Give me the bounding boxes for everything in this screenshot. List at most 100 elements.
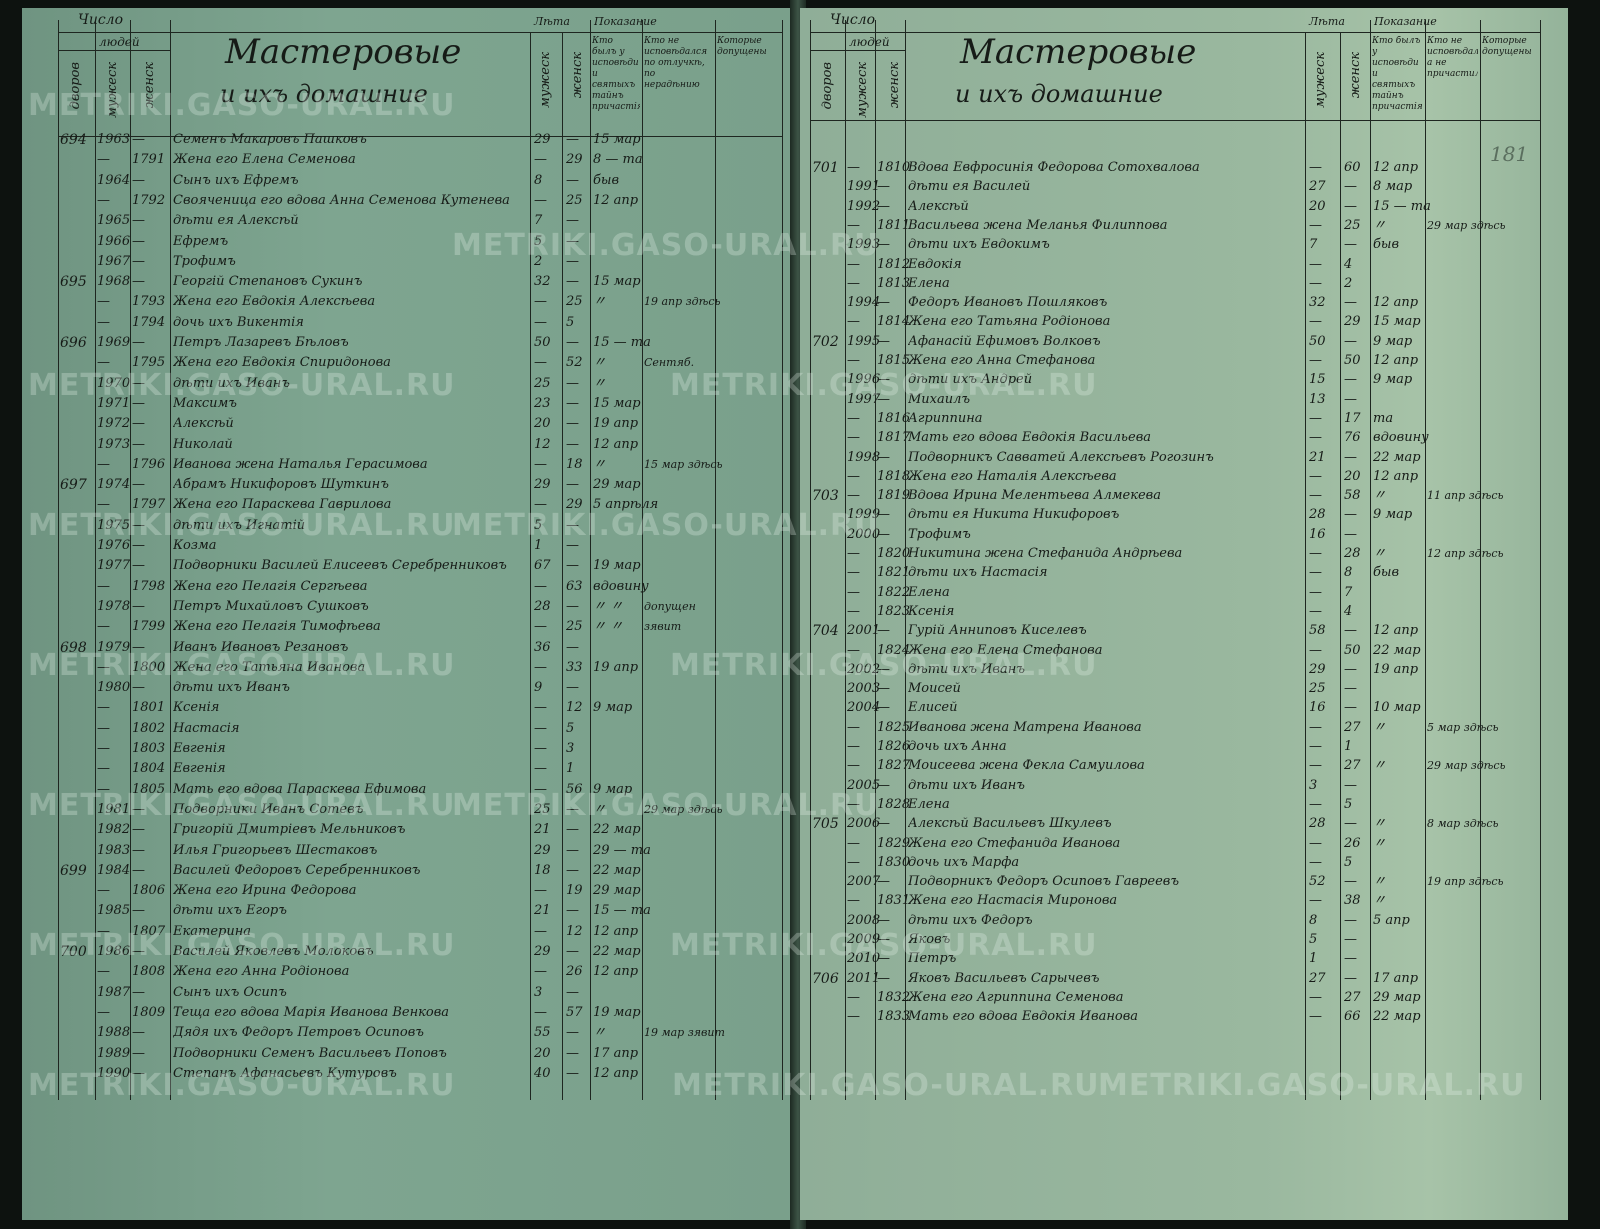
person-name: дѣти ихъ Евдокимъ [908,237,1050,253]
confession-status: вдовину [593,578,649,594]
female-number: 1828 [877,796,911,812]
male-age: 20 [534,416,551,432]
column-divider [642,20,643,1100]
person-name: Жена его Стефанида Иванова [908,835,1121,851]
person-name: Вдова Ирина Мелентьева Алмекева [908,488,1161,504]
female-number: 1814 [877,314,911,330]
person-name: Федоръ Ивановъ Пошляковъ [908,295,1108,311]
female-number: 1809 [132,1004,166,1020]
female-number: 1808 [132,964,166,980]
male-number: — [847,796,860,812]
age-male-label: мужеск [1313,52,1328,108]
female-number: — [132,274,145,290]
female-age: — [566,477,579,493]
male-number: 2000 [847,526,881,542]
female-number: 1797 [132,497,166,513]
confession-status: 22 мар [1373,1009,1421,1025]
male-number: — [847,739,860,754]
note: 29 мар здѣсь [644,802,723,816]
confession-status: 〃 [1373,719,1387,735]
female-age: 25 [566,294,583,310]
female-number: — [132,233,145,249]
male-number: 1979 [97,639,131,655]
person-name: дѣти ихъ Иванъ [173,680,290,696]
male-number: — [847,603,860,619]
female-age: — [566,375,579,391]
female-number: 1805 [132,781,166,797]
female-age: — [566,984,579,1000]
male-number: — [847,430,860,446]
male-number: — [97,578,110,594]
person-name: Афанасій Ефимовъ Волковъ [908,333,1101,349]
table-row: 1967— Трофимъ 2— [22,252,794,272]
households-label: дворов [820,62,835,110]
female-number: 1813 [877,275,911,291]
confession-status: 12 апр [1373,623,1419,639]
male-number: — [97,781,110,797]
female-number: — [877,816,890,832]
female-number: 1831 [877,893,911,909]
female-number: — [132,639,145,655]
confession-status: 9 мар [1373,333,1413,349]
person-name: Жена его Евдокія Алексѣева [173,294,376,310]
person-name: Жена его Ирина Федорова [173,883,357,899]
confession-status: 15 — та [1373,198,1431,214]
female-age: — [566,538,579,553]
number-label: Число [830,12,876,28]
female-age: 20 [1344,468,1361,484]
male-age: 67 [534,558,551,574]
household-number: 706 [812,970,839,987]
female-number: 1833 [877,1009,911,1025]
male-age: — [1309,410,1322,426]
person-name: Подворникъ Савватей Алексѣевъ Рогозинъ [908,449,1214,465]
female-number: — [132,395,145,411]
table-row: — 1803 Евгенія — 3 [22,739,794,759]
column-divider [875,20,876,1100]
age-label: Лѣта [534,15,570,28]
table-row: 1980— дѣти ихъ Иванъ 9— [22,678,794,698]
confession-status: 29 мар [593,477,641,493]
female-number: — [132,862,145,878]
female-number: — [877,623,890,639]
male-age: 5 [534,517,543,533]
confession-status: 〃 [1373,217,1387,233]
male-age: 7 [534,213,543,229]
female-age: — [566,172,579,188]
male-number: 1986 [97,944,131,959]
confession-status: 〃 [593,801,607,817]
confession-status: быв [1373,565,1400,581]
person-name: Никитина жена Стефанида Андрѣева [908,546,1183,561]
female-number: 1807 [132,923,166,939]
note: 11 апр здѣсь [1427,489,1504,503]
confession-status: 22 мар [1373,449,1421,465]
male-age: — [534,720,547,736]
confession-status: 15 мар [593,395,641,411]
male-age: — [534,314,547,330]
note: 19 апр здѣсь [644,295,721,309]
male-number: 1992 [847,198,881,214]
table-row: 1988— Дядя ихъ Федоръ Петровъ Осиповъ 55— 〃… [22,1023,794,1043]
male-age: 8 [1309,912,1318,928]
person-name: Евгенія [173,761,226,777]
male-age: 23 [534,395,551,411]
male-age: — [1309,217,1322,233]
male-age: — [1309,989,1322,1005]
female-number: — [132,558,145,574]
female-number: — [877,391,890,407]
male-number: 1971 [97,395,131,411]
female-number: 1821 [877,565,911,581]
female-age: — [566,1045,579,1061]
male-age: 28 [1309,507,1326,523]
page-title: Мастеровые [225,32,462,72]
female-age: 4 [1344,256,1353,272]
male-number: 1966 [97,233,131,249]
margin-number: 181 [1490,142,1529,166]
female-age: 12 [566,923,583,939]
person-name: Жена его Евдокія Спиридонова [173,355,391,371]
male-number: 1969 [97,335,131,350]
household-number: 696 [60,335,87,351]
right-page: Число людей дворов мужеск женск Мастеровые и и… [800,8,1568,1220]
male-age: — [1309,758,1322,774]
female-number: — [877,932,890,947]
column-divider [1370,20,1371,1100]
